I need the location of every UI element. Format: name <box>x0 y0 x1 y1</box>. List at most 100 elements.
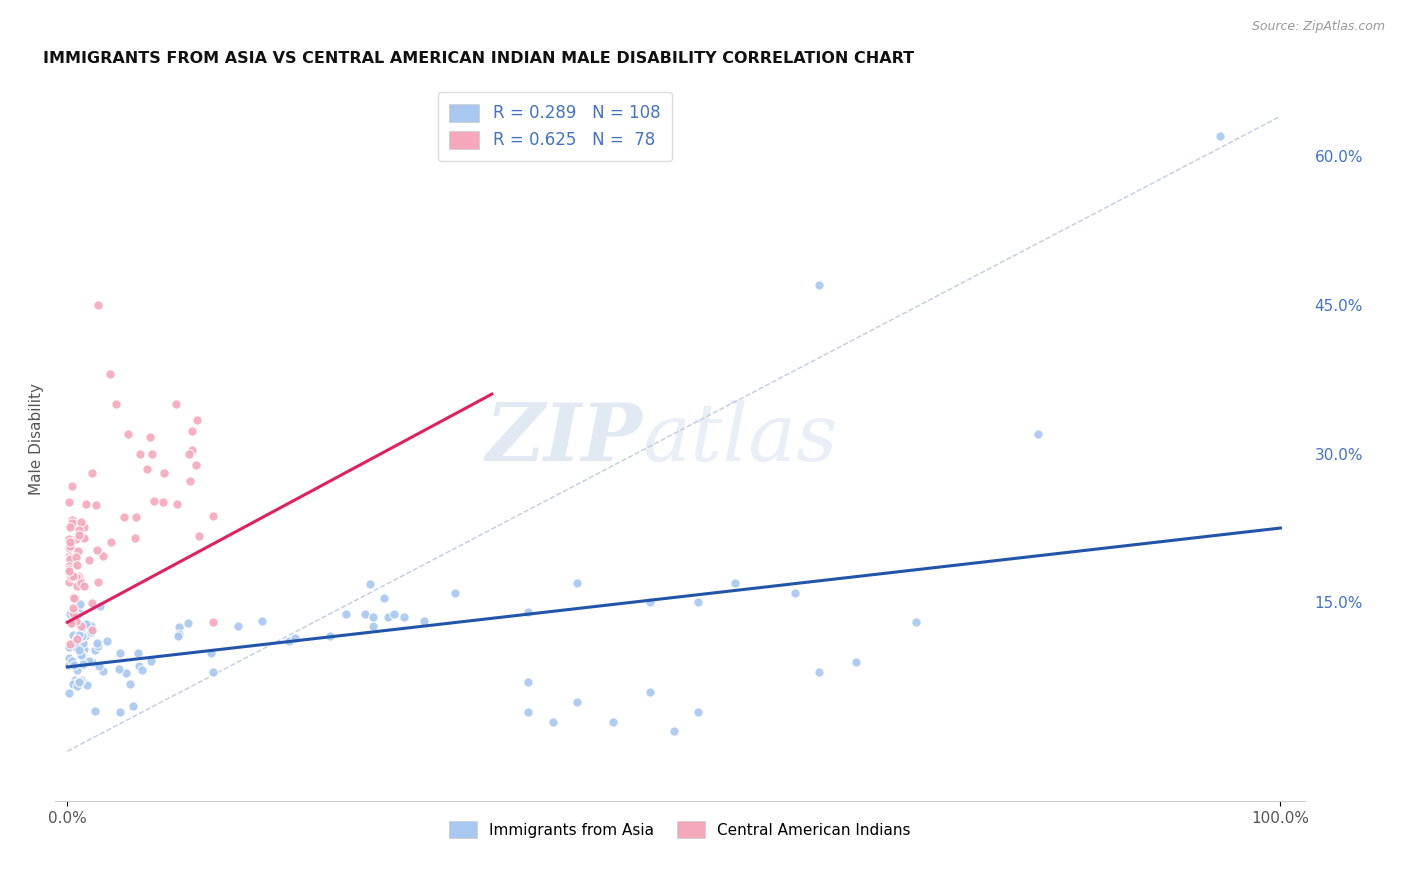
Point <box>73 531 96 545</box>
Point <box>69 673 91 688</box>
Point <box>121 698 143 713</box>
Point <box>84 705 107 719</box>
Point <box>565 695 588 709</box>
Point <box>66 664 89 678</box>
Point <box>808 277 831 292</box>
Point <box>125 509 148 524</box>
Point <box>67 643 90 657</box>
Point <box>60 654 83 668</box>
Point <box>63 657 86 672</box>
Point <box>72 648 94 662</box>
Text: atlas: atlas <box>643 400 838 477</box>
Point <box>62 606 84 620</box>
Point <box>72 625 94 640</box>
Text: ZIP: ZIP <box>485 400 643 477</box>
Point <box>167 627 190 641</box>
Point <box>128 658 150 673</box>
Point <box>73 520 96 534</box>
Point <box>70 648 93 662</box>
Point <box>76 678 98 692</box>
Point <box>541 714 564 729</box>
Point <box>58 532 80 546</box>
Point <box>124 531 146 545</box>
Point <box>69 515 91 529</box>
Point <box>318 629 340 643</box>
Point <box>66 631 89 645</box>
Point <box>905 615 928 630</box>
Point <box>58 558 80 573</box>
Point <box>96 633 118 648</box>
Point <box>80 625 103 640</box>
Point <box>104 397 127 411</box>
Point <box>108 705 131 719</box>
Point <box>845 655 868 669</box>
Text: IMMIGRANTS FROM ASIA VS CENTRAL AMERICAN INDIAN MALE DISABILITY CORRELATION CHAR: IMMIGRANTS FROM ASIA VS CENTRAL AMERICAN… <box>42 51 914 66</box>
Point <box>186 458 208 473</box>
Point <box>66 680 89 694</box>
Point <box>166 497 188 511</box>
Point <box>58 657 80 672</box>
Point <box>226 619 249 633</box>
Point <box>200 646 222 660</box>
Point <box>58 551 80 566</box>
Point <box>638 595 661 609</box>
Point <box>250 614 273 628</box>
Point <box>69 673 91 687</box>
Legend: Immigrants from Asia, Central American Indians: Immigrants from Asia, Central American I… <box>443 815 917 844</box>
Y-axis label: Male Disability: Male Disability <box>30 383 44 495</box>
Point <box>87 575 110 590</box>
Point <box>278 633 301 648</box>
Point <box>62 601 84 615</box>
Point <box>66 579 89 593</box>
Point <box>688 595 710 609</box>
Point <box>58 495 80 509</box>
Point <box>177 616 200 631</box>
Point <box>66 609 89 624</box>
Point <box>444 585 467 599</box>
Point <box>177 447 200 461</box>
Point <box>73 579 96 593</box>
Point <box>84 498 107 512</box>
Point <box>58 549 80 563</box>
Point <box>58 640 80 654</box>
Point <box>662 724 685 739</box>
Point <box>67 628 90 642</box>
Point <box>808 665 831 679</box>
Point <box>66 558 89 573</box>
Point <box>89 599 111 614</box>
Point <box>67 527 90 541</box>
Point <box>70 575 93 590</box>
Point <box>59 534 82 549</box>
Point <box>638 684 661 698</box>
Point <box>91 549 114 563</box>
Point <box>112 510 135 524</box>
Point <box>91 664 114 678</box>
Point <box>179 474 201 488</box>
Point <box>73 641 96 656</box>
Point <box>114 666 136 681</box>
Point <box>361 619 384 633</box>
Point <box>60 479 83 493</box>
Point <box>361 610 384 624</box>
Point <box>201 508 224 523</box>
Point <box>69 619 91 633</box>
Point <box>359 577 381 591</box>
Point <box>72 657 94 671</box>
Point <box>412 614 434 628</box>
Point <box>67 523 90 537</box>
Point <box>84 643 107 657</box>
Point <box>80 619 103 633</box>
Point <box>565 575 588 590</box>
Point <box>60 516 83 530</box>
Point <box>63 673 86 687</box>
Point <box>141 447 163 461</box>
Point <box>129 447 152 461</box>
Point <box>100 535 122 549</box>
Point <box>66 543 89 558</box>
Point <box>59 615 82 630</box>
Point <box>335 607 357 622</box>
Point <box>80 596 103 610</box>
Point <box>108 646 131 660</box>
Point <box>602 714 624 729</box>
Point <box>86 639 108 653</box>
